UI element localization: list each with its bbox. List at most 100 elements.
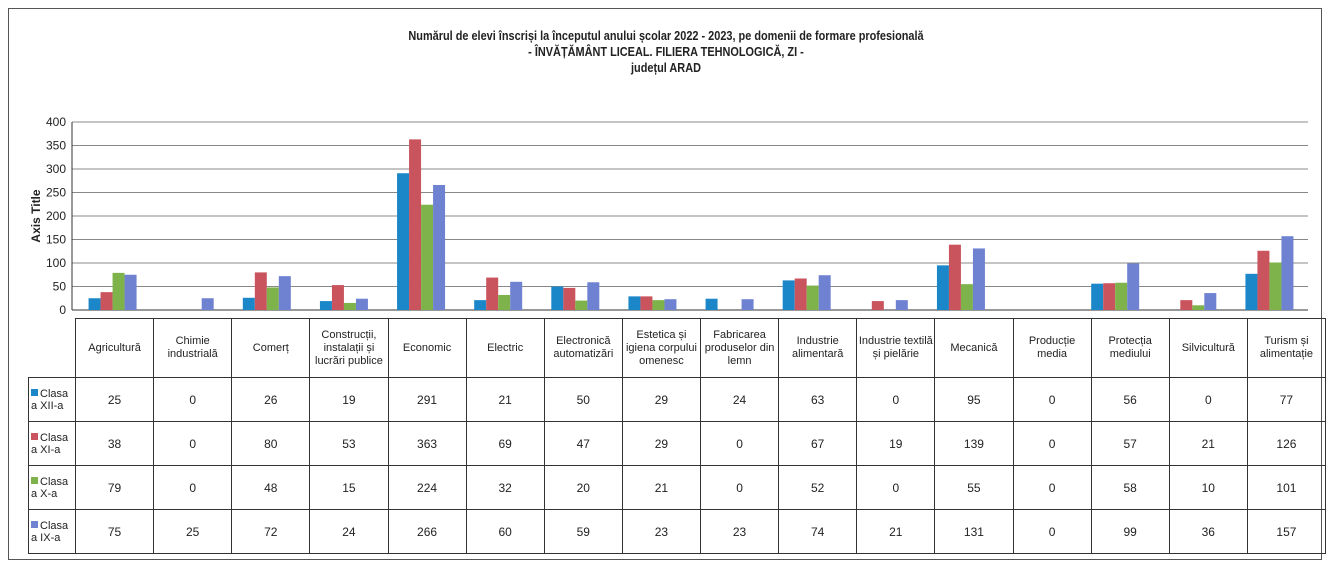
bar [960, 284, 973, 310]
y-tick-label: 350 [46, 139, 66, 153]
bar [1103, 283, 1116, 310]
data-cell: 131 [934, 509, 1014, 554]
bar [242, 297, 255, 310]
bar [895, 300, 908, 310]
bar [794, 278, 807, 310]
title-line-1: Numărul de elevi înscriși la începutul a… [408, 28, 924, 43]
bar [563, 287, 576, 310]
table-row: Clasa a X-a 79 0 48 15 224 32 20 21 0 52 0 55 0 58 10 10… [28, 465, 1327, 510]
legend-label: Clasa a XII-a [31, 387, 69, 412]
bar [498, 294, 511, 310]
data-cell: 0 [153, 465, 233, 510]
bar [343, 302, 356, 310]
category-label: Comerț [231, 318, 311, 378]
category-label: Turism și alimentație [1246, 318, 1327, 378]
bar [254, 272, 267, 310]
data-cell: 20 [543, 465, 623, 510]
category-label: Economic [387, 318, 467, 378]
bar [782, 280, 795, 310]
data-cell: 47 [543, 421, 623, 466]
data-cell: 24 [309, 509, 389, 554]
data-cell: 50 [543, 377, 623, 422]
data-cell: 77 [1246, 377, 1327, 422]
category-label: Industrie alimentară [778, 318, 858, 378]
bar [806, 285, 819, 310]
data-cell: 19 [856, 421, 936, 466]
data-cell: 10 [1168, 465, 1248, 510]
data-cell: 0 [699, 465, 780, 510]
data-cell: 48 [231, 465, 311, 510]
bar [640, 296, 653, 310]
y-tick-label: 50 [53, 280, 67, 294]
category-label: Industrie textilă și pielărie [856, 318, 936, 378]
y-tick-label: 250 [46, 186, 66, 200]
y-tick-label: 0 [59, 303, 66, 317]
category-label: Electronică automatizări [543, 318, 623, 378]
data-cell: 139 [934, 421, 1014, 466]
bar [1281, 236, 1294, 310]
bar [1192, 305, 1205, 310]
title-line-2: - ÎNVĂȚĂMÂNT LICEAL. FILIERA TEHNOLOGICĂ… [528, 44, 804, 59]
data-cell: 291 [387, 377, 467, 422]
y-tick-label: 200 [46, 209, 66, 223]
bar [88, 298, 101, 310]
bar [355, 298, 368, 310]
data-cell: 56 [1090, 377, 1170, 422]
data-cell: 59 [543, 509, 623, 554]
data-cell: 15 [309, 465, 389, 510]
bar [474, 300, 487, 310]
legend-entry: Clasa a XI-a [28, 421, 76, 466]
bar [1091, 283, 1104, 310]
data-cell: 19 [309, 377, 389, 422]
data-cell: 0 [153, 377, 233, 422]
bar [1127, 263, 1140, 310]
title-line-3: județul ARAD [631, 60, 701, 75]
data-cell: 101 [1246, 465, 1327, 510]
legend-swatch [31, 388, 38, 396]
data-cell: 0 [1168, 377, 1248, 422]
legend-entry: Clasa a X-a [28, 465, 76, 510]
category-label: Construcții, instalații și lucrări publi… [309, 318, 389, 378]
data-cell: 57 [1090, 421, 1170, 466]
data-cell: 58 [1090, 465, 1170, 510]
data-cell: 69 [465, 421, 545, 466]
category-label: Silvicultură [1168, 318, 1248, 378]
bar [1257, 250, 1270, 310]
bar [331, 285, 344, 310]
data-cell: 0 [1012, 421, 1092, 466]
data-cell: 24 [699, 377, 780, 422]
data-cell: 0 [153, 421, 233, 466]
bar [972, 248, 985, 310]
chart-title: Numărul de elevi înscriși la începutul a… [0, 28, 1332, 76]
data-cell: 157 [1246, 509, 1327, 554]
data-cell: 53 [309, 421, 389, 466]
data-cell: 67 [778, 421, 858, 466]
data-cell: 363 [387, 421, 467, 466]
legend-swatch [31, 520, 38, 528]
data-cell: 80 [231, 421, 311, 466]
bar [1204, 293, 1217, 310]
bar [124, 274, 137, 310]
data-cell: 55 [934, 465, 1014, 510]
category-label: Estetica și igiena corpului omenesc [621, 318, 702, 378]
legend-swatch [31, 432, 38, 440]
data-cell: 0 [1012, 509, 1092, 554]
data-cell: 95 [934, 377, 1014, 422]
legend-label: Clasa a XI-a [31, 431, 69, 456]
bar [278, 276, 291, 310]
data-cell: 74 [778, 509, 858, 554]
table-row: Clasa a XII-a 25 0 26 19 291 21 50 29 24 63 0 95 0 56 0… [28, 377, 1327, 422]
bar [1269, 262, 1282, 310]
data-cell: 25 [153, 509, 233, 554]
data-cell: 63 [778, 377, 858, 422]
bar [551, 286, 564, 310]
bar [421, 204, 434, 310]
bar [319, 301, 332, 310]
bar [1115, 282, 1128, 310]
bar [871, 301, 884, 310]
data-cell: 23 [621, 509, 702, 554]
data-cell: 26 [231, 377, 311, 422]
data-cell: 0 [856, 377, 936, 422]
data-cell: 60 [465, 509, 545, 554]
bar [409, 139, 422, 310]
